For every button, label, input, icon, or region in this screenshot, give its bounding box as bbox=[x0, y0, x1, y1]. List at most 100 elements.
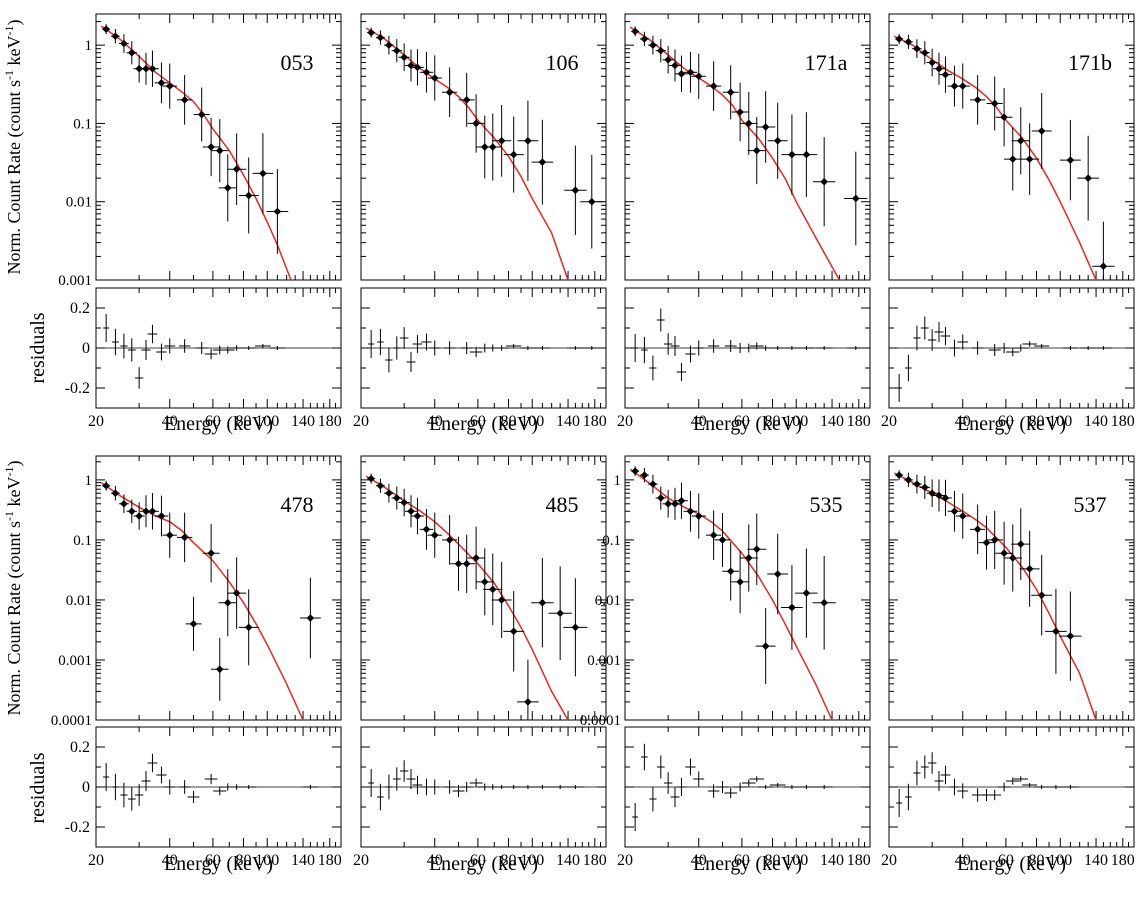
residuals-axis-title-row1: residuals bbox=[27, 312, 49, 383]
data-point bbox=[413, 512, 422, 520]
y-tick-label: 0.001 bbox=[58, 273, 92, 289]
data-point bbox=[895, 35, 903, 43]
data-point bbox=[400, 498, 408, 507]
data-point bbox=[1084, 174, 1092, 182]
data-point bbox=[367, 474, 375, 483]
x-tick-label: 100 bbox=[784, 413, 808, 430]
data-point bbox=[990, 99, 999, 108]
y-tick-label: 0.1 bbox=[73, 116, 92, 132]
data-point bbox=[148, 507, 157, 516]
data-point bbox=[207, 549, 215, 558]
x-tick-label: 100 bbox=[520, 413, 544, 430]
y-tick-label: 1 bbox=[85, 38, 93, 54]
data-point bbox=[694, 512, 703, 520]
x-tick-label: 80 bbox=[501, 413, 517, 430]
data-point bbox=[802, 150, 811, 159]
data-point bbox=[472, 119, 480, 128]
data-point bbox=[157, 79, 166, 87]
data-point bbox=[649, 41, 657, 49]
x-tick-label: 60 bbox=[470, 852, 486, 869]
panel-label: 106 bbox=[546, 50, 579, 75]
data-point bbox=[935, 491, 943, 500]
data-point bbox=[135, 512, 143, 520]
model-curve bbox=[893, 472, 1097, 721]
data-point bbox=[1000, 113, 1008, 122]
data-point bbox=[1000, 549, 1008, 558]
panel-171b: 20 40 60 80 100 140 180 171b Energy (keV) bbox=[881, 13, 1135, 435]
data-point bbox=[904, 476, 913, 484]
data-point bbox=[207, 143, 215, 151]
data-point bbox=[657, 494, 665, 502]
data-point bbox=[142, 507, 150, 516]
x-tick-label: 20 bbox=[353, 852, 369, 869]
data-point bbox=[376, 481, 385, 490]
data-point bbox=[407, 507, 415, 516]
data-point bbox=[376, 33, 385, 42]
x-tick-label: 100 bbox=[1048, 852, 1072, 869]
data-point bbox=[640, 471, 649, 479]
data-point bbox=[709, 82, 718, 90]
data-point bbox=[232, 165, 241, 174]
data-point bbox=[921, 48, 929, 57]
data-point bbox=[111, 489, 120, 498]
data-point bbox=[950, 82, 959, 90]
model-curve bbox=[365, 475, 569, 721]
x-tick-label: 20 bbox=[881, 852, 897, 869]
data-point bbox=[232, 589, 241, 597]
x-axis-title: Energy (keV) bbox=[957, 853, 1066, 875]
data-point bbox=[1016, 540, 1025, 548]
data-point bbox=[1066, 156, 1075, 164]
data-point bbox=[895, 471, 903, 479]
data-point bbox=[958, 512, 967, 520]
data-point bbox=[422, 525, 431, 534]
data-point bbox=[189, 620, 198, 628]
x-tick-label: 140 bbox=[556, 413, 580, 430]
data-point bbox=[904, 38, 913, 46]
y-axis-title-part: -1 bbox=[2, 467, 16, 477]
data-point bbox=[1052, 627, 1060, 636]
y-axis-title-row1: Norm. Count Rate (count s-1 keV-1) bbox=[2, 20, 25, 275]
y-tick-label: 0.0001 bbox=[580, 713, 621, 729]
data-point bbox=[571, 623, 580, 632]
data-point bbox=[413, 63, 422, 72]
data-point bbox=[744, 554, 753, 562]
x-tick-label: 60 bbox=[998, 852, 1014, 869]
data-point bbox=[640, 35, 649, 43]
panel-label: 171b bbox=[1068, 50, 1112, 75]
data-point bbox=[773, 570, 782, 578]
data-point bbox=[488, 143, 497, 151]
panel-label: 537 bbox=[1074, 492, 1107, 517]
data-point bbox=[752, 545, 761, 554]
data-point bbox=[223, 598, 232, 607]
x-tick-label: 140 bbox=[1084, 852, 1108, 869]
data-point bbox=[1008, 155, 1017, 163]
panel-106: 20 40 60 80 100 140 180 106 Energy (keV) bbox=[353, 13, 607, 435]
data-point bbox=[157, 512, 166, 520]
x-tick-label: 40 bbox=[162, 852, 178, 869]
data-point bbox=[973, 525, 982, 534]
x-tick-label: 40 bbox=[955, 852, 971, 869]
data-point bbox=[488, 585, 497, 594]
x-tick-label: 180 bbox=[847, 852, 871, 869]
x-tick-label: 140 bbox=[820, 852, 844, 869]
data-point bbox=[472, 554, 480, 562]
data-point bbox=[111, 32, 120, 41]
x-tick-label: 180 bbox=[583, 413, 607, 430]
x-tick-label: 80 bbox=[1029, 413, 1045, 430]
data-point bbox=[709, 531, 718, 539]
residuals-axis-title-row2: residuals bbox=[27, 752, 49, 823]
data-point bbox=[1025, 565, 1034, 573]
x-tick-label: 180 bbox=[318, 413, 342, 430]
data-point bbox=[244, 623, 253, 632]
x-tick-label: 40 bbox=[691, 413, 707, 430]
x-tick-label: 20 bbox=[881, 413, 897, 430]
y-axis-title-part: keV bbox=[4, 36, 24, 71]
y-tick-label: 0.1 bbox=[602, 533, 621, 549]
data-point bbox=[671, 499, 679, 508]
resid-tick-label: -0.2 bbox=[65, 819, 90, 836]
y-axis-title-part: keV bbox=[4, 477, 24, 512]
data-point bbox=[664, 55, 672, 64]
y-axis-title-row2: Norm. Count Rate (count s-1 keV-1) bbox=[2, 461, 25, 716]
x-axis-title: Energy (keV) bbox=[957, 413, 1066, 435]
